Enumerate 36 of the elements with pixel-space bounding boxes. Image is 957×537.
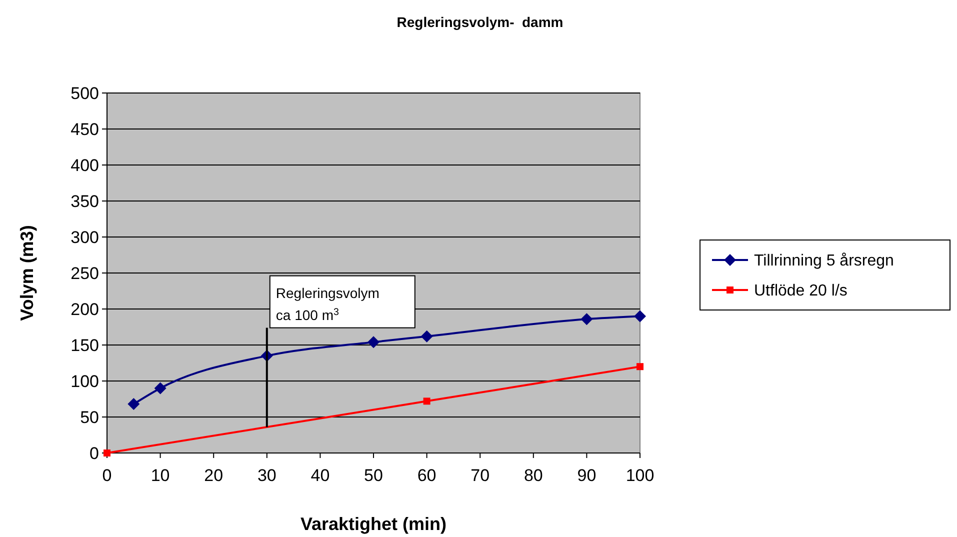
y-tick-label: 350 (70, 192, 99, 211)
point (368, 336, 380, 348)
y-tick-label: 150 (70, 336, 99, 355)
legend-label: Tillrinning 5 årsregn (754, 252, 894, 270)
x-tick-label: 30 (257, 466, 276, 485)
x-tick-label: 60 (417, 466, 436, 485)
point (154, 382, 166, 394)
x-tick-label: 0 (102, 466, 112, 485)
point (420, 330, 433, 342)
y-tick-label: 400 (70, 156, 99, 175)
point (580, 313, 593, 326)
point (636, 363, 644, 370)
chart-title: Regleringsvolym- damm (396, 14, 564, 30)
point (634, 310, 646, 322)
annotation: Regleringsvolym ca 100 m$^{3}$ (276, 284, 380, 323)
y-tick-label: 250 (70, 264, 99, 283)
x-tick-label: 100 (626, 466, 654, 485)
x-tick-label: 70 (470, 466, 490, 485)
x-tick-label: 40 (310, 466, 330, 485)
y-tick-label: 450 (70, 120, 99, 139)
point (423, 398, 430, 405)
y-tick-label: 500 (70, 84, 99, 103)
y-tick-label: 100 (70, 372, 99, 391)
point (128, 398, 140, 410)
y-tick-label: 50 (80, 408, 99, 427)
x-tick-label: 90 (577, 466, 596, 485)
x-tick-label: 80 (524, 466, 543, 485)
x-tick-label: 50 (364, 466, 383, 485)
x-tick-label: 10 (150, 466, 170, 485)
y-tick-label: 200 (70, 300, 99, 319)
legend-label: Utflöde 20 l/s (754, 282, 848, 300)
y-axis-title: Volym (m3) (17, 225, 37, 321)
x-axis-title: Varaktighet (min) (300, 514, 447, 534)
x-tick-label: 20 (204, 466, 224, 485)
y-tick-label: 300 (70, 228, 99, 247)
y-tick-label: 0 (90, 444, 99, 463)
